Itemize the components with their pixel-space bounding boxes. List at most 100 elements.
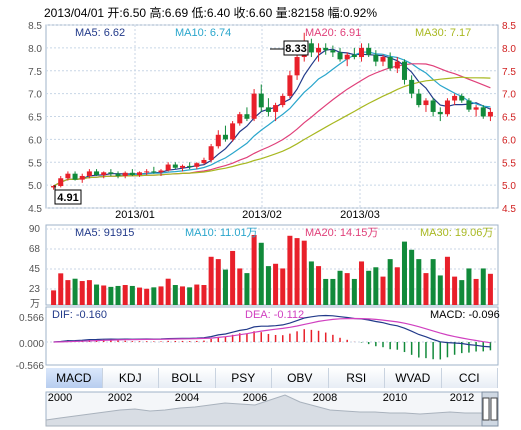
vol-y-tick: 23: [29, 284, 41, 295]
volume-bar: [265, 266, 271, 305]
candle-body: [380, 57, 386, 62]
candle-body: [144, 171, 150, 173]
volume-bar: [437, 275, 443, 305]
timeline-handle-left[interactable]: [482, 397, 490, 421]
ma10-line: [53, 51, 491, 187]
volume-bar: [280, 268, 286, 305]
x-tick-2013-01: 2013/01: [115, 209, 155, 221]
candle-body: [51, 186, 57, 188]
macd-value-label: MACD: -0.096: [430, 309, 500, 321]
y-tick-left: 5.5: [28, 158, 42, 169]
quote-high: 高:6.69: [149, 6, 189, 20]
vol-y-tick: 90: [29, 224, 41, 235]
volume-bar: [452, 276, 458, 305]
volume-bar: [51, 290, 57, 305]
candle-body: [258, 93, 264, 108]
volume-bar: [373, 267, 379, 305]
x-tick-2013-02: 2013/02: [242, 209, 282, 221]
volume-bar: [316, 266, 322, 305]
y-tick-left: 7.5: [28, 67, 42, 78]
y-tick-right: 6.5: [502, 113, 516, 124]
volume-bar: [258, 242, 264, 305]
dif-label: DIF: -0.160: [52, 309, 107, 321]
y-tick-left: 5.0: [28, 181, 42, 192]
candle-body: [137, 172, 143, 176]
quote-open: 开:6.50: [107, 6, 147, 20]
x-tick-2013-03: 2013/03: [340, 209, 380, 221]
candle-body: [65, 173, 71, 179]
candle-body: [466, 100, 472, 110]
ma5-label: MA5: 6.62: [75, 27, 125, 39]
volume-bar: [201, 285, 207, 305]
y-tick-right: 8.5: [502, 21, 516, 32]
volume-bar: [487, 273, 493, 305]
price-grid: [46, 24, 498, 209]
volume-bar: [401, 241, 407, 305]
candle-body: [351, 54, 357, 58]
volume-bar: [172, 285, 178, 305]
tab-psy[interactable]: PSY: [215, 368, 272, 388]
volume-bar: [308, 261, 314, 305]
candle-body: [158, 170, 164, 173]
dea-line: [53, 317, 491, 344]
volume-bar: [394, 267, 400, 305]
y-tick-right: 6.0: [502, 135, 516, 146]
candle-body: [430, 100, 436, 112]
candle-body: [459, 95, 465, 101]
candle-body: [487, 111, 493, 117]
indicator-tabs: MACD KDJ BOLL PSY OBV RSI WVAD CCI: [46, 368, 498, 388]
low-callout-text: 4.91: [57, 192, 78, 204]
tab-boll[interactable]: BOLL: [159, 368, 216, 388]
ma10-label: MA10: 6.74: [175, 27, 231, 39]
volume-bar: [129, 285, 135, 305]
quote-date: 2013/04/01: [44, 6, 105, 20]
volume-bar: [244, 273, 250, 305]
y-tick-right: 4.5: [502, 204, 516, 215]
volume-bar: [337, 270, 343, 305]
volume-bar: [287, 235, 293, 305]
volume-bar: [101, 285, 107, 305]
timeline-handle-right[interactable]: [490, 397, 498, 421]
vol-ma20-label: MA20: 14.15万: [305, 227, 378, 239]
tab-wvad[interactable]: WVAD: [385, 368, 442, 388]
candle-body: [172, 164, 178, 168]
volume-grid: [46, 228, 498, 290]
high-callout: 8.33: [270, 40, 309, 56]
candle-body: [129, 172, 135, 176]
tab-macd[interactable]: MACD: [46, 368, 103, 388]
volume-bar: [187, 287, 193, 305]
candle-body: [294, 57, 300, 76]
vol-unit: 万: [30, 299, 40, 310]
volume-bar: [416, 259, 422, 305]
candle-body: [201, 159, 207, 164]
volume-bar: [222, 269, 228, 305]
candle-body: [416, 93, 422, 106]
timeline-year: 2012: [450, 392, 474, 404]
macd-panel-frame: [45, 306, 499, 366]
y-tick-right: 5.0: [502, 181, 516, 192]
y-tick-right: 5.5: [502, 158, 516, 169]
candle-body: [208, 146, 214, 160]
tab-cci[interactable]: CCI: [441, 368, 498, 388]
candle-body: [265, 107, 271, 112]
candle-body: [237, 114, 243, 124]
candle-body: [287, 75, 293, 96]
y-tick-left: 6.5: [28, 113, 42, 124]
volume-bar: [86, 280, 92, 305]
y-tick-left: 4.5: [28, 204, 42, 215]
candle-body: [122, 172, 128, 176]
candle-body: [308, 43, 314, 53]
tab-kdj[interactable]: KDJ: [102, 368, 159, 388]
macd-lines: [53, 314, 491, 348]
candle-body: [452, 95, 458, 101]
candle-body: [373, 54, 379, 62]
tab-rsi[interactable]: RSI: [328, 368, 385, 388]
volume-bar: [444, 256, 450, 305]
timeline-overview-area: [45, 394, 499, 427]
tab-obv[interactable]: OBV: [272, 368, 329, 388]
volume-bar: [387, 259, 393, 305]
dea-label: DEA: -0.112: [245, 309, 304, 321]
volume-bar: [79, 281, 85, 305]
volume-bar: [115, 285, 121, 305]
candle-body: [101, 172, 107, 176]
